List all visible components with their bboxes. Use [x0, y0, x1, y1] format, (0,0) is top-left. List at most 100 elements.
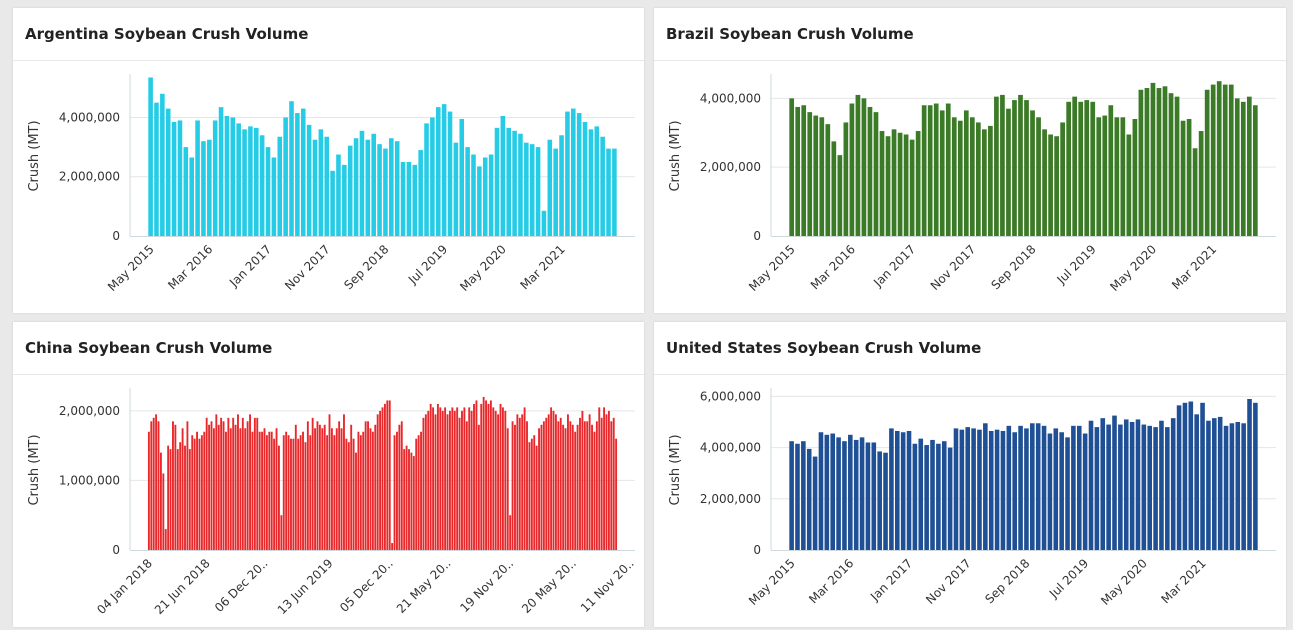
- bar[interactable]: [1018, 425, 1023, 550]
- bar[interactable]: [333, 435, 336, 550]
- bar[interactable]: [553, 148, 558, 236]
- bar[interactable]: [393, 435, 396, 550]
- bar[interactable]: [1138, 89, 1144, 236]
- bar[interactable]: [1246, 96, 1252, 237]
- bar[interactable]: [485, 400, 487, 550]
- bar[interactable]: [459, 118, 465, 236]
- bar[interactable]: [212, 120, 218, 236]
- bar[interactable]: [963, 110, 969, 236]
- bar[interactable]: [1090, 101, 1096, 236]
- bar[interactable]: [225, 431, 227, 550]
- bar[interactable]: [212, 428, 215, 550]
- bar[interactable]: [1194, 414, 1199, 550]
- bar[interactable]: [1186, 119, 1192, 236]
- bar[interactable]: [1024, 100, 1029, 236]
- bar[interactable]: [1200, 402, 1205, 550]
- bar[interactable]: [258, 431, 261, 550]
- bar[interactable]: [807, 112, 813, 236]
- bar[interactable]: [853, 439, 859, 550]
- bar[interactable]: [1012, 432, 1017, 550]
- bar[interactable]: [289, 101, 294, 236]
- bar[interactable]: [451, 407, 454, 550]
- bar[interactable]: [789, 441, 794, 550]
- bar[interactable]: [275, 428, 278, 550]
- bar[interactable]: [1241, 423, 1246, 550]
- bar[interactable]: [524, 142, 529, 236]
- bar[interactable]: [439, 407, 442, 550]
- bar[interactable]: [855, 94, 861, 236]
- bar[interactable]: [350, 424, 353, 550]
- bar[interactable]: [489, 400, 492, 550]
- bar[interactable]: [565, 111, 570, 236]
- bar[interactable]: [405, 445, 408, 550]
- bar[interactable]: [482, 157, 488, 236]
- bar[interactable]: [364, 421, 367, 550]
- bar[interactable]: [412, 456, 415, 550]
- bar[interactable]: [576, 113, 582, 236]
- bar[interactable]: [824, 434, 830, 550]
- bar[interactable]: [444, 407, 447, 550]
- bar[interactable]: [801, 441, 806, 550]
- bar[interactable]: [1180, 120, 1186, 236]
- bar[interactable]: [154, 102, 159, 236]
- bar[interactable]: [514, 424, 516, 550]
- bar[interactable]: [321, 428, 324, 550]
- bar[interactable]: [430, 117, 435, 236]
- bar[interactable]: [550, 407, 553, 550]
- bar[interactable]: [789, 98, 795, 236]
- bar[interactable]: [287, 435, 290, 550]
- bar[interactable]: [1000, 94, 1005, 236]
- bar[interactable]: [236, 123, 241, 236]
- bar[interactable]: [933, 103, 939, 236]
- bar[interactable]: [883, 452, 888, 550]
- bar[interactable]: [547, 414, 550, 550]
- bar[interactable]: [819, 117, 825, 236]
- bar[interactable]: [915, 131, 921, 236]
- bar[interactable]: [1153, 427, 1158, 550]
- bar[interactable]: [465, 421, 468, 550]
- bar[interactable]: [873, 112, 879, 236]
- bar[interactable]: [394, 141, 400, 236]
- bar[interactable]: [588, 129, 594, 236]
- bar[interactable]: [241, 417, 244, 550]
- bar[interactable]: [545, 417, 548, 550]
- bar[interactable]: [369, 428, 372, 550]
- bar[interactable]: [530, 438, 533, 550]
- bar[interactable]: [1072, 96, 1078, 237]
- bar[interactable]: [389, 138, 394, 236]
- bar[interactable]: [1114, 117, 1120, 236]
- bar[interactable]: [224, 116, 230, 236]
- bar[interactable]: [441, 410, 444, 550]
- bar[interactable]: [1112, 415, 1117, 550]
- bar[interactable]: [831, 141, 837, 236]
- bar[interactable]: [1212, 418, 1217, 550]
- bar[interactable]: [1126, 134, 1132, 236]
- bar[interactable]: [518, 133, 523, 236]
- bar[interactable]: [494, 410, 497, 550]
- bar[interactable]: [386, 400, 389, 550]
- bar[interactable]: [424, 414, 427, 550]
- bar[interactable]: [177, 120, 183, 236]
- bar[interactable]: [338, 421, 341, 550]
- bar[interactable]: [300, 108, 306, 236]
- bar[interactable]: [222, 421, 225, 550]
- bar[interactable]: [374, 424, 377, 550]
- bar[interactable]: [1084, 100, 1090, 236]
- bar[interactable]: [1170, 418, 1176, 550]
- bar[interactable]: [947, 447, 953, 550]
- bar[interactable]: [345, 438, 348, 550]
- bar[interactable]: [1210, 84, 1216, 236]
- bar[interactable]: [292, 438, 295, 550]
- bar[interactable]: [795, 443, 800, 550]
- bar[interactable]: [526, 421, 528, 550]
- bar[interactable]: [418, 150, 423, 236]
- bar[interactable]: [398, 424, 401, 550]
- bar[interactable]: [147, 431, 150, 550]
- bar[interactable]: [977, 429, 982, 550]
- bar[interactable]: [1240, 101, 1246, 236]
- bar[interactable]: [164, 529, 167, 550]
- bar[interactable]: [533, 435, 536, 550]
- bar[interactable]: [1159, 420, 1164, 550]
- bar[interactable]: [903, 134, 909, 236]
- bar[interactable]: [1147, 425, 1153, 550]
